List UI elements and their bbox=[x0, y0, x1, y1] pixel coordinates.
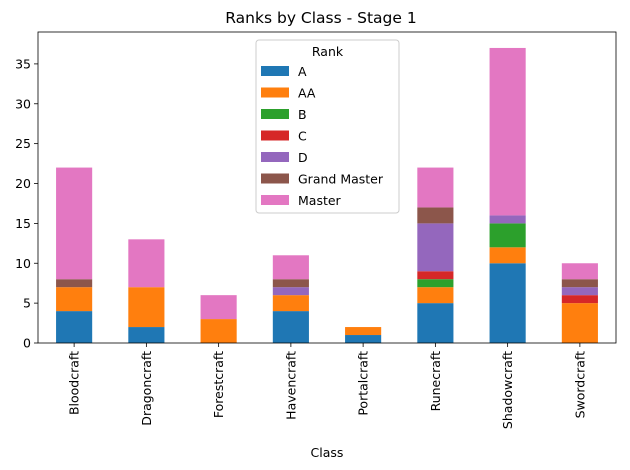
bar-bloodcraft-aa bbox=[56, 287, 93, 312]
legend-label: C bbox=[298, 129, 307, 144]
legend-box bbox=[255, 39, 400, 214]
x-tick-label: Havencraft bbox=[283, 351, 298, 420]
bar-runecraft-grand-master bbox=[417, 207, 454, 224]
y-tick-label: 5 bbox=[23, 296, 31, 311]
legend-swatch bbox=[261, 109, 289, 119]
bar-havencraft-a bbox=[272, 311, 309, 343]
y-tick-label: 15 bbox=[15, 216, 31, 231]
bar-forestcraft-aa bbox=[200, 319, 237, 343]
bar-portalcraft-aa bbox=[345, 327, 382, 336]
bar-dragoncraft-master bbox=[128, 239, 165, 288]
x-tick-label: Bloodcraft bbox=[67, 351, 82, 415]
legend-swatch bbox=[261, 195, 289, 205]
bar-forestcraft-master bbox=[200, 295, 237, 320]
bar-dragoncraft-a bbox=[128, 327, 165, 343]
y-tick-label: 10 bbox=[15, 256, 31, 271]
x-tick-label: Dragoncraft bbox=[139, 351, 154, 426]
legend-swatch bbox=[261, 66, 289, 76]
legend-swatch bbox=[261, 173, 289, 184]
x-tick-label: Portalcraft bbox=[356, 351, 371, 416]
bar-runecraft-c bbox=[417, 271, 454, 280]
bar-shadowcraft-b bbox=[489, 223, 526, 248]
bar-bloodcraft-a bbox=[56, 311, 93, 343]
legend-swatch bbox=[261, 130, 289, 141]
bar-bloodcraft-master bbox=[56, 167, 93, 280]
x-tick-label: Runecraft bbox=[428, 351, 443, 412]
legend-swatch bbox=[261, 152, 289, 162]
legend-label: Grand Master bbox=[298, 172, 384, 187]
y-axis: 0 5 10 15 20 25 30 35 bbox=[15, 56, 38, 351]
bar-shadowcraft-aa bbox=[489, 247, 526, 264]
y-tick-label: 0 bbox=[23, 336, 31, 351]
y-tick-label: 35 bbox=[15, 56, 31, 71]
bar-swordcraft-aa bbox=[561, 303, 598, 343]
legend-label: Master bbox=[298, 193, 342, 208]
bar-bloodcraft-grand-master bbox=[56, 279, 93, 288]
bar-shadowcraft-a bbox=[489, 263, 526, 343]
y-tick-label: 20 bbox=[15, 176, 31, 191]
bar-swordcraft-c bbox=[561, 295, 598, 304]
legend-label: B bbox=[298, 107, 307, 122]
bar-havencraft-master bbox=[272, 255, 309, 280]
bar-runecraft-aa bbox=[417, 287, 454, 304]
legend-title: Rank bbox=[312, 44, 344, 59]
bar-havencraft-d bbox=[272, 287, 309, 296]
bar-swordcraft-d bbox=[561, 287, 598, 296]
x-tick-label: Swordcraft bbox=[572, 351, 587, 419]
chart-title: Ranks by Class - Stage 1 bbox=[225, 9, 416, 27]
bar-havencraft-aa bbox=[272, 295, 309, 312]
x-axis: Bloodcraft Dragoncraft Forestcraft Havencra… bbox=[67, 343, 587, 429]
y-tick-label: 30 bbox=[15, 96, 31, 111]
plot-frame bbox=[37, 31, 617, 344]
y-tick-label: 25 bbox=[15, 136, 31, 151]
bar-runecraft-d bbox=[417, 223, 454, 272]
x-tick-label: Forestcraft bbox=[211, 351, 226, 418]
plot-area bbox=[37, 31, 617, 344]
x-axis-label: Class bbox=[311, 445, 344, 460]
bar-swordcraft-grand-master bbox=[561, 279, 598, 288]
legend-label: A bbox=[298, 64, 307, 79]
bar-runecraft-a bbox=[417, 303, 454, 343]
legend-swatch bbox=[261, 87, 289, 98]
bar-dragoncraft-aa bbox=[128, 287, 165, 328]
bar-havencraft-grand-master bbox=[272, 279, 309, 288]
legend-label: AA bbox=[298, 86, 316, 101]
bar-portalcraft-a bbox=[345, 335, 382, 343]
bar-shadowcraft-master bbox=[489, 47, 526, 216]
bar-swordcraft-master bbox=[561, 263, 598, 280]
x-tick-label: Shadowcraft bbox=[500, 351, 515, 429]
legend-label: D bbox=[298, 150, 308, 165]
bar-runecraft-master bbox=[417, 167, 454, 208]
bar-runecraft-b bbox=[417, 279, 454, 288]
bar-shadowcraft-d bbox=[489, 215, 526, 224]
